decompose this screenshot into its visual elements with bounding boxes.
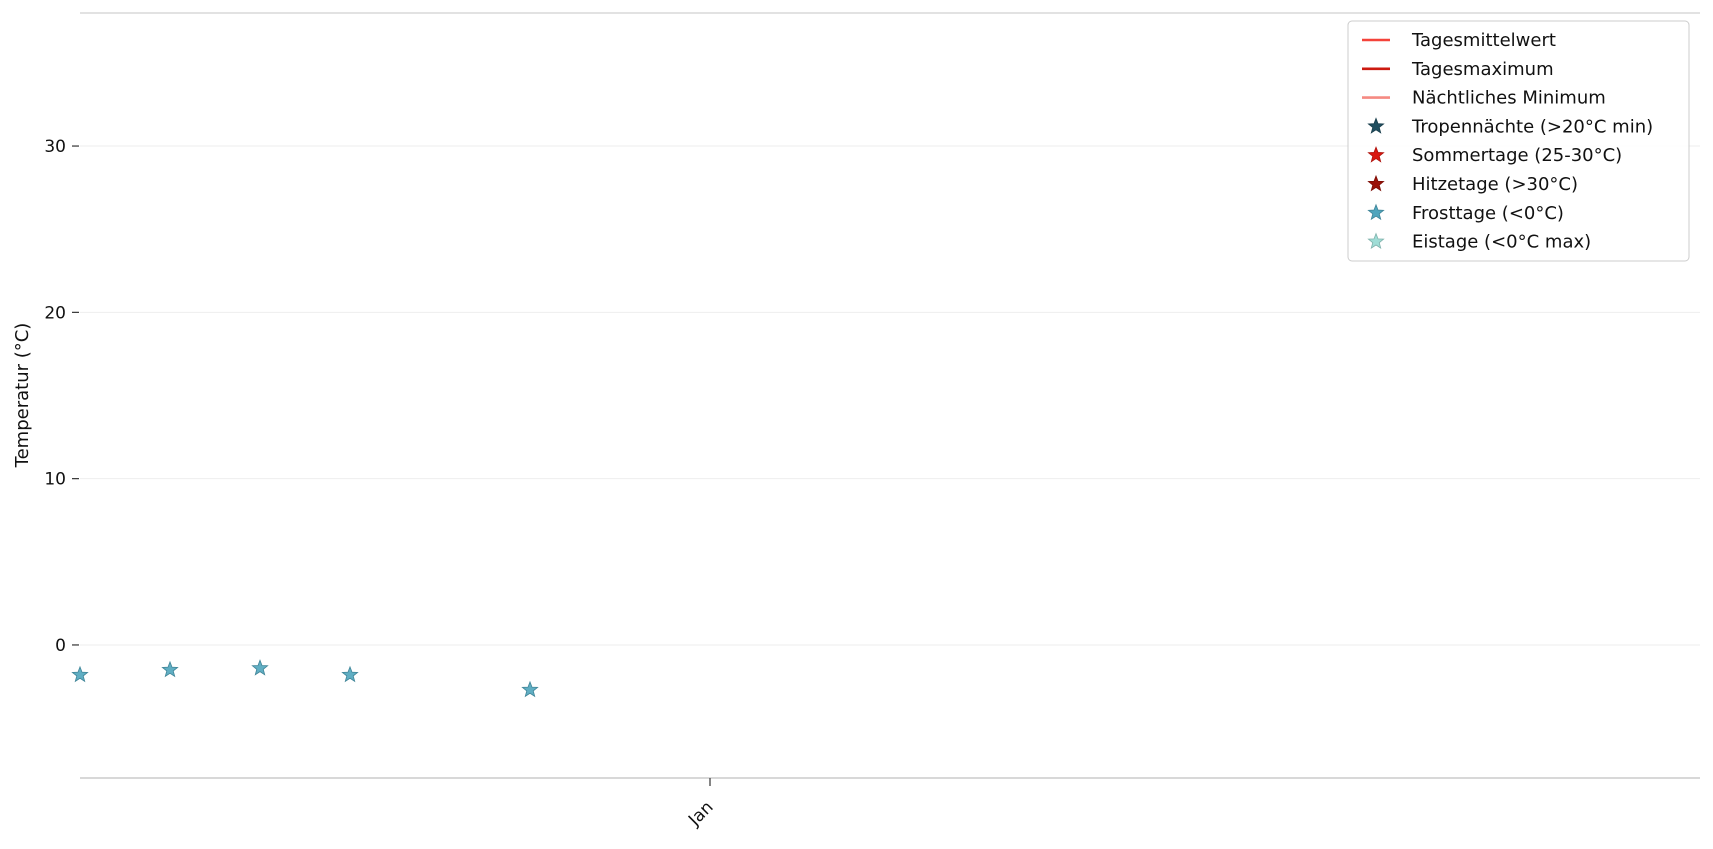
legend-star-swatch <box>1367 203 1385 221</box>
legend-label: Nächtliches Minimum <box>1412 88 1606 109</box>
star-marker <box>161 660 179 678</box>
legend: Tagesmittelwert Tagesmaximum Nächtliches M… <box>1347 20 1690 262</box>
y-tick-label: 30 <box>44 137 66 157</box>
y-tick-label: 10 <box>44 470 66 490</box>
legend-label: Frosttage (<0°C) <box>1412 203 1564 224</box>
star-marker <box>521 680 539 698</box>
x-tick-label: Jan <box>684 797 717 830</box>
legend-label: Hitzetage (>30°C) <box>1412 174 1578 195</box>
y-axis-label: Temperatur (°C) <box>12 323 33 469</box>
legend-label: Sommertage (25-30°C) <box>1412 145 1622 166</box>
legend-star-swatch <box>1367 232 1385 249</box>
marker-layer <box>71 659 539 698</box>
axis-layer: Temperatur (°C) 0102030JanFebMarAprMayJu… <box>12 12 1700 831</box>
legend-label: Tropennächte (>20°C min) <box>1411 116 1653 137</box>
y-tick-label: 0 <box>55 636 66 656</box>
legend-star-swatch <box>1367 146 1385 163</box>
legend-star-swatch <box>1367 174 1385 192</box>
legend-label: Tagesmittelwert <box>1411 30 1556 51</box>
legend-label: Eistage (<0°C max) <box>1412 232 1591 253</box>
star-marker <box>251 659 269 676</box>
star-marker <box>71 665 89 683</box>
legend-frame <box>1347 20 1690 262</box>
y-tick-label: 20 <box>44 303 66 323</box>
legend-label: Tagesmaximum <box>1411 59 1554 80</box>
star-marker <box>341 665 359 683</box>
legend-star-swatch <box>1367 117 1385 134</box>
